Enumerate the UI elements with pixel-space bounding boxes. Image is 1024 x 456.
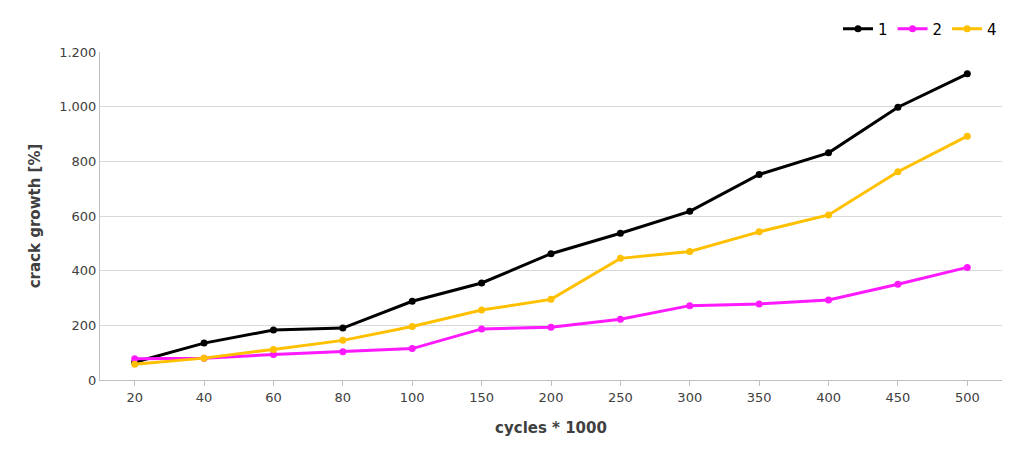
svg-text:200: 200 (539, 390, 564, 405)
svg-text:0: 0 (88, 373, 96, 388)
svg-text:crack growth [%]: crack growth [%] (26, 144, 44, 289)
svg-text:2: 2 (933, 21, 943, 39)
svg-text:1.200: 1.200 (59, 45, 96, 60)
svg-text:800: 800 (72, 154, 97, 169)
svg-text:4: 4 (987, 21, 997, 39)
svg-text:20: 20 (126, 390, 143, 405)
svg-text:450: 450 (886, 390, 911, 405)
svg-text:100: 100 (400, 390, 425, 405)
svg-text:400: 400 (816, 390, 841, 405)
svg-text:600: 600 (72, 209, 97, 224)
svg-text:60: 60 (265, 390, 282, 405)
svg-text:200: 200 (72, 318, 97, 333)
svg-text:cycles * 1000: cycles * 1000 (495, 419, 607, 437)
svg-text:400: 400 (72, 263, 97, 278)
svg-text:250: 250 (608, 390, 633, 405)
svg-text:80: 80 (335, 390, 352, 405)
svg-text:500: 500 (955, 390, 980, 405)
svg-text:150: 150 (469, 390, 494, 405)
svg-text:1.000: 1.000 (59, 99, 96, 114)
svg-text:1: 1 (878, 21, 888, 39)
svg-text:40: 40 (196, 390, 213, 405)
svg-text:300: 300 (677, 390, 702, 405)
svg-text:350: 350 (747, 390, 772, 405)
